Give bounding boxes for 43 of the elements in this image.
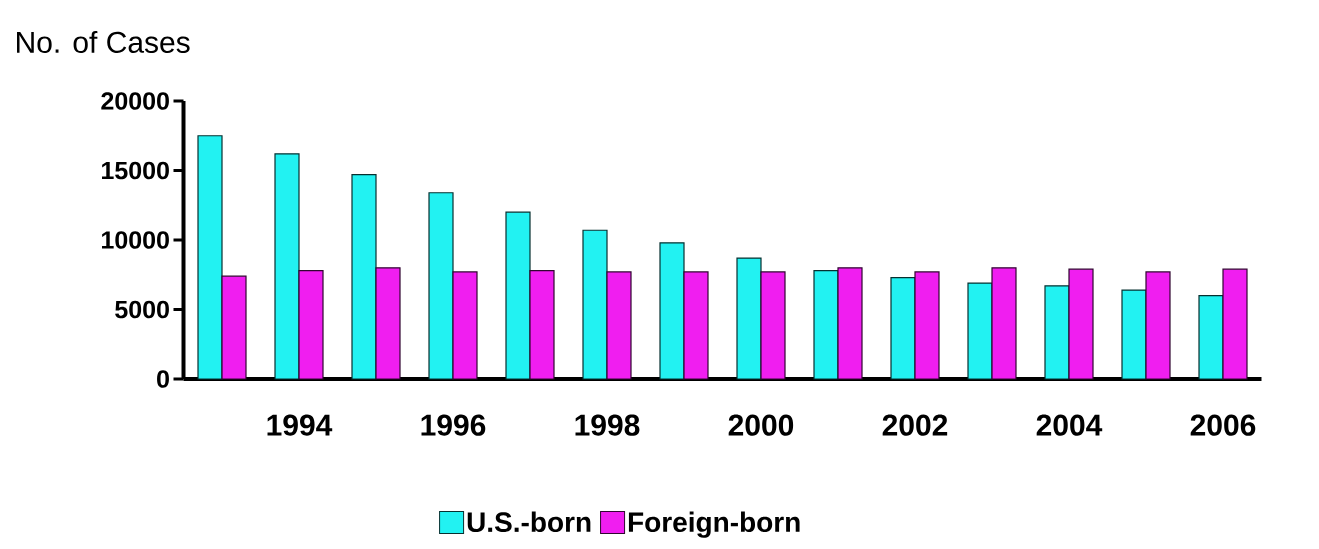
x-tick-label: 2006: [1190, 414, 1256, 436]
y-tick-label: 5000: [115, 300, 169, 319]
bar: [967, 282, 993, 380]
x-tick-label: 2000: [728, 414, 794, 436]
bar: [1145, 271, 1171, 380]
bar: [298, 269, 324, 380]
y-tick-label: 0: [157, 370, 169, 388]
bar: [1198, 295, 1224, 380]
bar: [375, 267, 401, 380]
x-tick-label: 1998: [575, 414, 640, 436]
bar: [428, 192, 454, 380]
bar: [813, 269, 839, 380]
bar: [1121, 289, 1147, 380]
bar: [1068, 268, 1094, 380]
bar: [991, 267, 1017, 380]
legend-label: Foreign-born: [628, 511, 800, 538]
bar: [505, 211, 531, 380]
x-tick-label: 1996: [421, 414, 486, 436]
bar: [582, 229, 608, 380]
bar: [197, 135, 223, 380]
bar: [1044, 285, 1070, 380]
bar: [914, 271, 940, 380]
bar: [890, 276, 916, 380]
bar: [274, 153, 300, 380]
y-tick-label: 20000: [101, 92, 169, 110]
bar: [736, 257, 762, 380]
x-tick-label: 2004: [1036, 414, 1103, 436]
bar: [606, 271, 632, 380]
bar: [659, 242, 685, 380]
bar: [452, 271, 478, 380]
y-axis-title: No. of Cases: [17, 30, 190, 53]
y-tick-label: 15000: [102, 161, 169, 180]
bar: [760, 271, 786, 380]
x-tick-label: 1994: [267, 414, 333, 436]
bar: [529, 269, 555, 380]
legend-label: U.S.-born: [467, 511, 591, 533]
bar: [683, 271, 709, 380]
bar: [221, 275, 247, 380]
bar: [837, 267, 863, 380]
bar: [1222, 268, 1248, 380]
bar: [351, 174, 377, 380]
y-tick-label: 10000: [102, 231, 169, 249]
x-tick-label: 2002: [882, 414, 948, 436]
